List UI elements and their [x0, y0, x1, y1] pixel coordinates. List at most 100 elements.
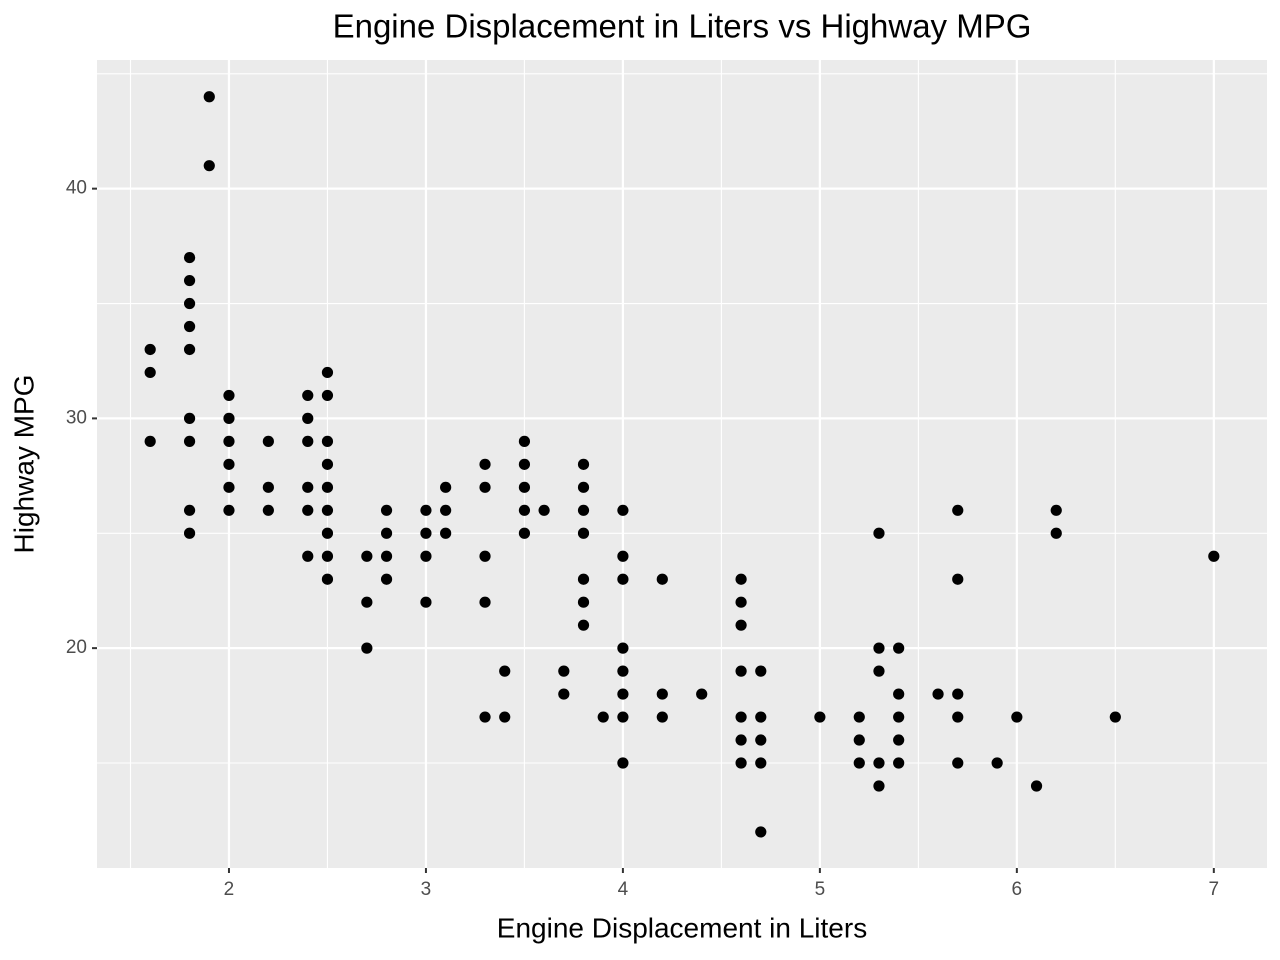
- point: [302, 412, 314, 424]
- point: [321, 504, 334, 516]
- point: [853, 711, 865, 723]
- point: [223, 435, 235, 447]
- point: [361, 642, 373, 654]
- point: [1109, 711, 1121, 723]
- point: [1208, 550, 1220, 562]
- point: [558, 665, 570, 677]
- point: [420, 596, 432, 608]
- point: [755, 826, 767, 838]
- point: [538, 504, 550, 516]
- point: [321, 366, 334, 379]
- point: [735, 573, 747, 585]
- chart-title: Engine Displacement in Liters vs Highway…: [333, 8, 1032, 45]
- point: [302, 550, 314, 562]
- point: [420, 527, 432, 539]
- point: [597, 711, 609, 723]
- y-tick-label: 30: [66, 407, 87, 428]
- point: [144, 366, 156, 379]
- point: [380, 550, 393, 562]
- x-tick-label: 2: [224, 879, 235, 900]
- point: [1050, 504, 1062, 516]
- point: [893, 757, 905, 769]
- x-tick-label: 6: [1012, 879, 1023, 900]
- point: [952, 504, 964, 516]
- point: [380, 573, 393, 585]
- point: [853, 734, 865, 746]
- point: [893, 642, 905, 654]
- point: [558, 688, 570, 700]
- point: [223, 504, 235, 516]
- point: [814, 711, 826, 723]
- point: [755, 711, 767, 723]
- point: [499, 711, 511, 723]
- point: [893, 688, 905, 700]
- point: [479, 596, 491, 608]
- point: [183, 320, 196, 333]
- point: [656, 688, 668, 700]
- point: [479, 550, 491, 562]
- point: [755, 734, 767, 746]
- point: [735, 734, 747, 746]
- x-axis-label: Engine Displacement in Liters: [497, 912, 867, 943]
- point: [361, 550, 373, 562]
- y-tick-label: 40: [66, 178, 87, 199]
- point: [735, 757, 747, 769]
- point: [518, 527, 531, 539]
- point: [656, 573, 668, 585]
- point: [735, 596, 747, 608]
- point: [577, 504, 590, 516]
- point: [952, 573, 964, 585]
- point: [1050, 527, 1062, 539]
- point: [735, 665, 747, 677]
- point: [440, 504, 452, 516]
- point: [656, 711, 668, 723]
- point: [617, 504, 629, 516]
- point: [617, 688, 629, 700]
- point: [696, 688, 708, 700]
- point: [440, 481, 452, 493]
- point: [479, 481, 491, 493]
- point: [223, 458, 235, 470]
- point: [617, 573, 629, 585]
- point: [577, 619, 590, 631]
- point: [183, 297, 196, 310]
- point: [735, 619, 747, 631]
- point: [321, 435, 334, 447]
- point: [617, 757, 629, 769]
- point: [518, 435, 531, 447]
- point: [203, 91, 215, 103]
- point: [755, 757, 767, 769]
- point: [183, 274, 196, 287]
- point: [321, 573, 334, 585]
- point: [380, 504, 393, 516]
- point: [302, 504, 314, 516]
- point: [262, 435, 274, 447]
- point: [380, 527, 393, 539]
- point: [499, 665, 511, 677]
- point: [893, 734, 905, 746]
- point: [952, 711, 964, 723]
- point: [577, 527, 590, 539]
- x-tick-label: 5: [815, 879, 826, 900]
- point: [321, 481, 334, 493]
- x-tick-label: 7: [1209, 879, 1220, 900]
- point: [617, 550, 629, 562]
- point: [262, 504, 274, 516]
- point: [420, 550, 432, 562]
- x-tick-label: 3: [421, 879, 432, 900]
- point: [479, 711, 491, 723]
- point: [735, 711, 747, 723]
- point: [873, 642, 885, 654]
- point: [183, 527, 196, 539]
- point: [321, 389, 334, 402]
- point: [183, 251, 196, 264]
- point: [932, 688, 944, 700]
- point: [1011, 711, 1023, 723]
- point: [617, 711, 629, 723]
- point: [952, 688, 964, 700]
- point: [203, 160, 215, 172]
- panel: [97, 60, 1267, 868]
- point: [518, 458, 531, 470]
